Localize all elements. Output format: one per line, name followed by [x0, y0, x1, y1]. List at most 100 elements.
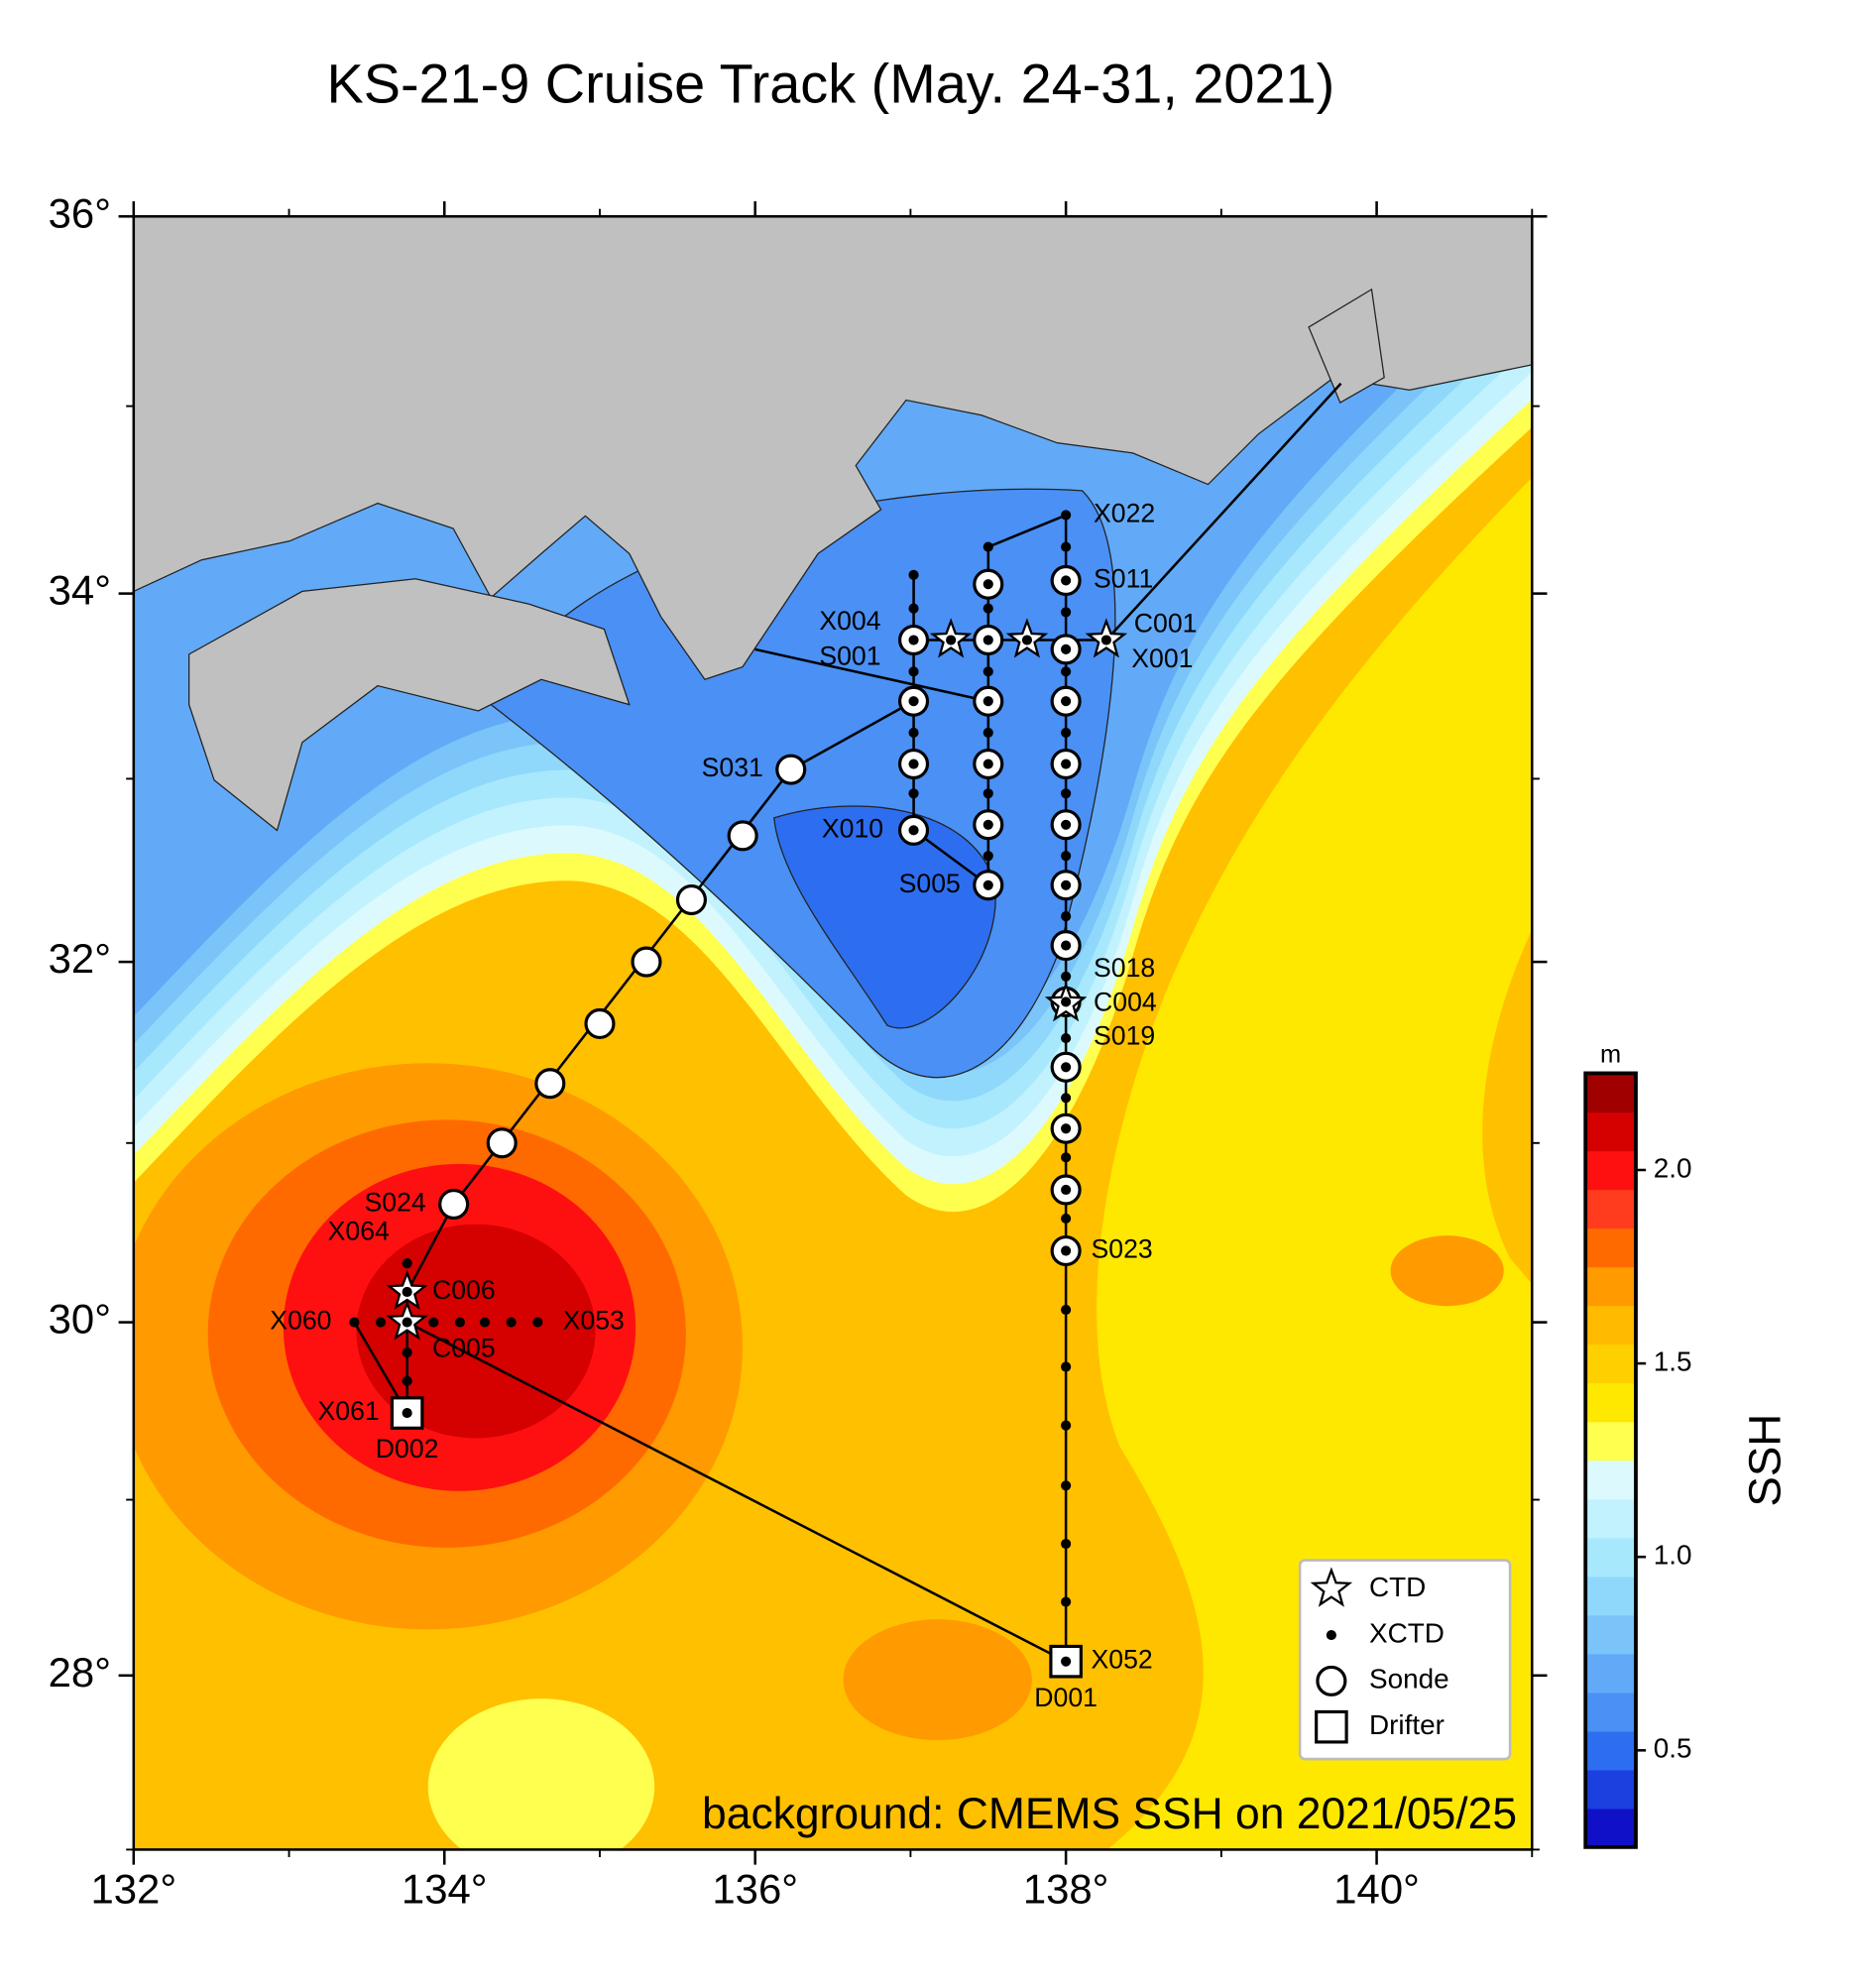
x-tick-label: 140° — [1333, 1866, 1420, 1913]
xctd-marker — [946, 635, 957, 645]
drifter-marker — [1049, 1644, 1083, 1679]
xctd-marker — [983, 696, 993, 707]
xctd-marker — [1061, 1213, 1072, 1225]
colorbar-band — [1585, 1189, 1636, 1229]
xctd-marker — [1061, 696, 1072, 707]
legend-marker — [1310, 1567, 1353, 1607]
sonde-marker — [486, 1127, 518, 1159]
xctd-marker — [402, 1317, 412, 1328]
colorbar-band — [1585, 1730, 1636, 1771]
legend-marker — [1316, 1665, 1347, 1696]
colorbar-band — [1585, 1150, 1636, 1191]
station-label: X022 — [1094, 499, 1155, 528]
xctd-marker — [1061, 727, 1072, 738]
x-tick-label: 132° — [91, 1866, 177, 1913]
xctd-marker — [983, 579, 993, 590]
legend-label: CTD — [1369, 1572, 1426, 1602]
colorbar-band — [1585, 1614, 1636, 1655]
xctd-marker — [1061, 1538, 1072, 1550]
colorbar-band — [1585, 1769, 1636, 1810]
xctd-marker — [1061, 1123, 1072, 1134]
xctd-marker — [1061, 1480, 1072, 1491]
colorbar-band — [1585, 1421, 1636, 1462]
xctd-marker — [1100, 635, 1111, 645]
station-label: C005 — [432, 1334, 496, 1363]
xctd-marker — [908, 727, 919, 738]
colorbar-band — [1585, 1266, 1636, 1307]
xctd-marker — [375, 1317, 387, 1328]
xctd-marker — [402, 1258, 412, 1269]
xctd-marker — [402, 1408, 412, 1419]
station-label: S011 — [1094, 563, 1153, 593]
colorbar-tick-label: 0.5 — [1654, 1733, 1692, 1764]
xctd-marker — [983, 727, 993, 738]
xctd-marker — [1061, 1184, 1072, 1196]
xctd-marker — [983, 541, 993, 552]
station-label: S019 — [1094, 1020, 1155, 1050]
xctd-marker — [1061, 1062, 1072, 1073]
sonde-marker — [631, 946, 662, 978]
xctd-marker — [1061, 1656, 1072, 1667]
colorbar-band — [1585, 1228, 1636, 1268]
station-label: S005 — [899, 869, 961, 898]
colorbar-band — [1585, 1460, 1636, 1500]
colorbar-band — [1585, 1498, 1636, 1539]
xctd-marker — [349, 1317, 360, 1328]
x-tick-label: 136° — [712, 1866, 798, 1913]
sonde-marker — [438, 1188, 470, 1221]
sonde-marker — [727, 820, 758, 852]
xctd-marker — [1061, 666, 1072, 677]
xctd-marker — [1061, 1361, 1072, 1372]
xctd-marker — [454, 1317, 465, 1328]
xctd-marker — [402, 1375, 412, 1386]
colorbar-band — [1585, 1537, 1636, 1578]
legend-label: Drifter — [1369, 1709, 1445, 1740]
xctd-marker — [983, 635, 993, 645]
xctd-marker — [479, 1317, 491, 1328]
station-label: S001 — [819, 641, 880, 670]
xctd-marker — [1061, 1596, 1072, 1607]
station-label: D002 — [376, 1434, 439, 1463]
xctd-marker — [402, 1347, 412, 1358]
xctd-marker — [908, 788, 919, 799]
plot-frame — [132, 214, 1534, 1851]
xctd-marker — [983, 603, 993, 614]
station-label: X053 — [563, 1306, 625, 1336]
xctd-marker — [1061, 759, 1072, 769]
xctd-marker — [1061, 1032, 1072, 1044]
station-label: D001 — [1034, 1683, 1098, 1712]
xctd-marker — [1061, 1420, 1072, 1431]
colorbar-tick-label: 1.0 — [1654, 1540, 1692, 1571]
xctd-marker — [1061, 541, 1072, 552]
xctd-marker — [1021, 635, 1033, 645]
annotation: background: CMEMS SSH on 2021/05/25 — [702, 1790, 1517, 1838]
colorbar-band — [1585, 1808, 1636, 1848]
station-label: X010 — [822, 813, 883, 843]
sonde-marker — [675, 883, 707, 916]
xctd-marker — [1061, 971, 1072, 982]
legend-label: Sonde — [1369, 1664, 1449, 1695]
ssh-background — [133, 216, 1533, 1850]
xctd-marker — [1061, 575, 1072, 586]
colorbar-label: SSH — [1739, 1414, 1790, 1507]
colorbar-band — [1585, 1653, 1636, 1694]
station-label: C004 — [1094, 987, 1157, 1016]
station-label: X001 — [1131, 643, 1193, 673]
station-label: X060 — [270, 1306, 331, 1336]
station-label: S023 — [1092, 1234, 1153, 1264]
xctd-marker — [983, 759, 993, 769]
xctd-marker — [908, 696, 919, 707]
station-label: X061 — [318, 1396, 380, 1426]
colorbar-band — [1585, 1344, 1636, 1384]
xctd-marker — [1061, 940, 1072, 951]
colorbar-band — [1585, 1692, 1636, 1732]
xctd-marker — [1061, 851, 1072, 862]
y-tick-label: 30° — [49, 1296, 111, 1343]
colorbar-unit: m — [1600, 1040, 1621, 1068]
xctd-marker — [1061, 788, 1072, 799]
station-label: X004 — [819, 606, 880, 636]
xctd-marker — [1061, 1304, 1072, 1316]
xctd-marker — [1061, 1245, 1072, 1256]
legend-marker — [1326, 1629, 1336, 1641]
